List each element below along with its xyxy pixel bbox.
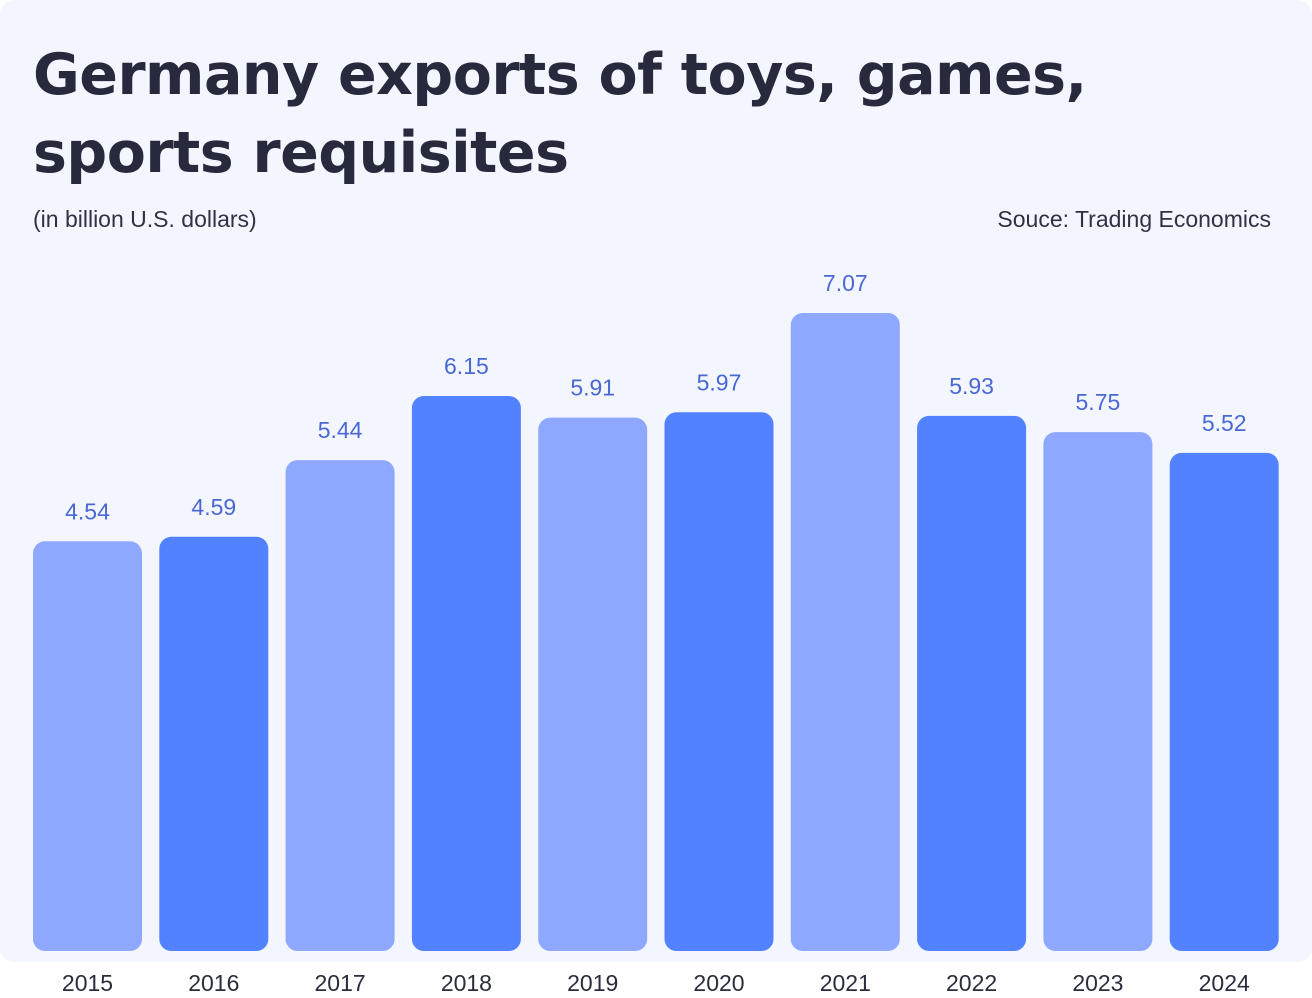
bar-2022 bbox=[917, 415, 1027, 951]
x-tick-label-2015: 2015 bbox=[62, 970, 113, 996]
value-label-2024: 5.52 bbox=[1202, 410, 1247, 436]
chart-title: Germany exports of toys, games, sports r… bbox=[33, 42, 1087, 186]
x-tick-label-2016: 2016 bbox=[188, 970, 239, 996]
value-label-2023: 5.75 bbox=[1076, 389, 1121, 415]
value-label-2017: 5.44 bbox=[318, 417, 363, 443]
bar-2021 bbox=[790, 313, 900, 951]
value-label-2016: 4.59 bbox=[191, 494, 236, 520]
x-tick-label-2019: 2019 bbox=[567, 970, 618, 996]
bar-2016 bbox=[159, 536, 269, 951]
bar-2017 bbox=[285, 460, 395, 951]
x-tick-label-2024: 2024 bbox=[1199, 970, 1250, 996]
value-label-2021: 7.07 bbox=[823, 270, 868, 296]
bar-2024 bbox=[1169, 452, 1279, 951]
value-label-2022: 5.93 bbox=[949, 373, 994, 399]
x-tick-label-2020: 2020 bbox=[693, 970, 744, 996]
x-tick-label-2017: 2017 bbox=[315, 970, 366, 996]
x-tick-label-2018: 2018 bbox=[441, 970, 492, 996]
x-tick-label-2023: 2023 bbox=[1072, 970, 1123, 996]
bar-2023 bbox=[1043, 432, 1153, 951]
x-tick-label-2022: 2022 bbox=[946, 970, 997, 996]
chart-source: Souce: Trading Economics bbox=[997, 206, 1271, 232]
value-label-2015: 4.54 bbox=[65, 498, 110, 524]
bar-2020 bbox=[664, 412, 774, 951]
value-label-2019: 5.91 bbox=[570, 375, 615, 401]
chart-subtitle: (in billion U.S. dollars) bbox=[33, 206, 257, 232]
bar-2015 bbox=[33, 541, 142, 951]
bar-2018 bbox=[411, 396, 521, 951]
value-label-2018: 6.15 bbox=[444, 353, 489, 379]
x-tick-label-2021: 2021 bbox=[820, 970, 871, 996]
bar-2019 bbox=[538, 417, 648, 951]
value-label-2020: 5.97 bbox=[697, 369, 742, 395]
